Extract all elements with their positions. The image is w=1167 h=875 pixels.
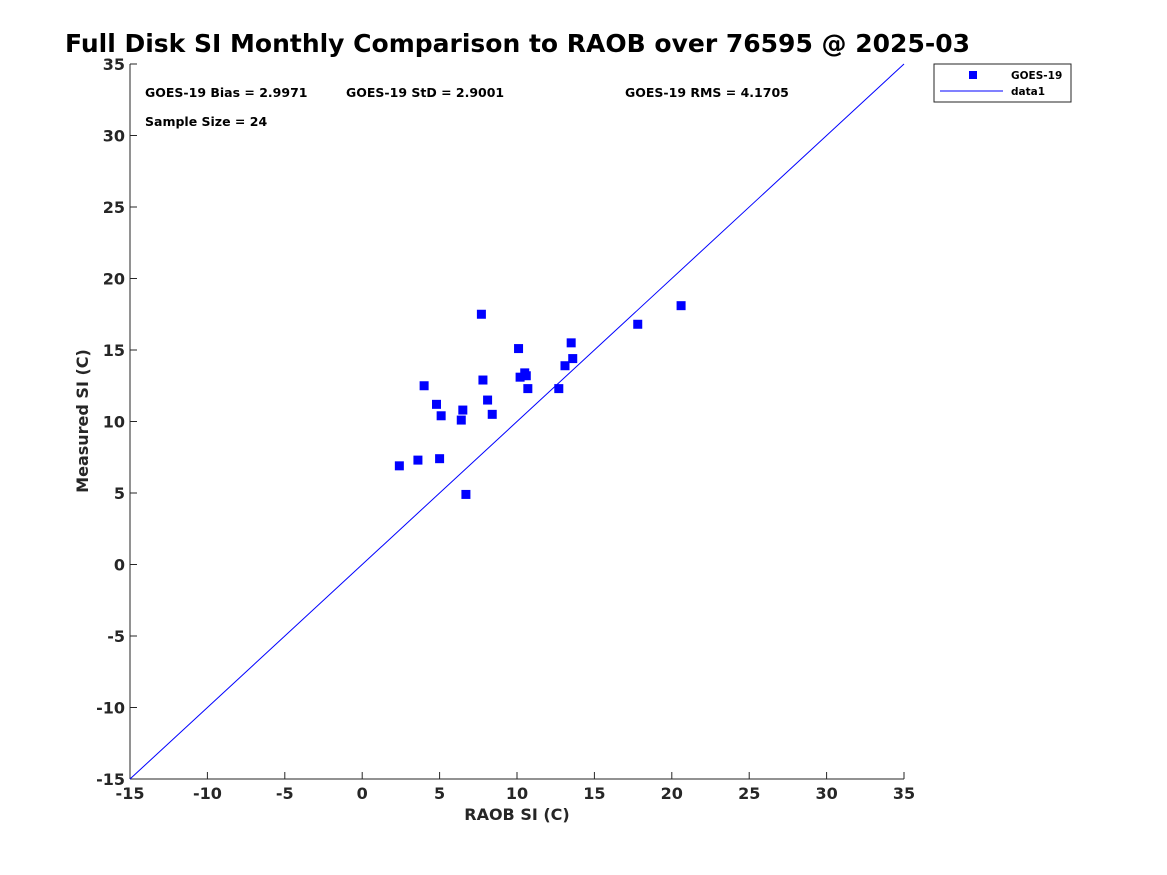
y-tick-label: 15 xyxy=(103,341,125,360)
x-ticks: -15 -10 -5 0 5 10 15 20 25 30 35 xyxy=(116,772,915,803)
data-point xyxy=(568,354,578,364)
x-tick-label: 15 xyxy=(583,784,605,803)
y-tick-label: -15 xyxy=(96,770,125,789)
x-tick-label: -5 xyxy=(276,784,294,803)
data-point xyxy=(432,399,442,409)
x-tick-label: 30 xyxy=(815,784,837,803)
rms-annotation: GOES-19 RMS = 4.1705 xyxy=(625,85,789,100)
series-layer xyxy=(129,63,905,780)
data-point xyxy=(483,395,493,405)
sample-size-annotation: Sample Size = 24 xyxy=(145,114,267,129)
y-tick-label: 0 xyxy=(114,556,125,575)
data-point xyxy=(554,384,564,394)
data-point xyxy=(676,301,686,311)
x-tick-label: 5 xyxy=(434,784,445,803)
legend-marker-goes19 xyxy=(969,71,977,79)
data-point xyxy=(514,344,524,354)
data-point xyxy=(521,371,531,381)
data-point xyxy=(435,454,445,464)
y-tick-label: -5 xyxy=(107,627,125,646)
data-point xyxy=(560,361,570,371)
data-point xyxy=(633,319,643,329)
y-tick-label: 35 xyxy=(103,55,125,74)
series-line-data1 xyxy=(129,63,905,780)
y-tick-label: 20 xyxy=(103,270,125,289)
data-point xyxy=(461,489,471,499)
data-point xyxy=(566,338,576,348)
legend: GOES-19 data1 xyxy=(933,63,1072,103)
legend-label-data1: data1 xyxy=(1011,86,1045,98)
data-point xyxy=(413,455,423,465)
data-point xyxy=(419,381,429,391)
y-tick-label: 30 xyxy=(103,127,125,146)
chart-title: Full Disk SI Monthly Comparison to RAOB … xyxy=(65,29,970,58)
y-ticks: -15 -10 -5 0 5 10 15 20 25 30 35 xyxy=(96,55,137,789)
legend-box xyxy=(933,63,1072,103)
y-axis-label: Measured SI (C) xyxy=(73,349,92,493)
y-tick-label: 5 xyxy=(114,484,125,503)
bias-annotation: GOES-19 Bias = 2.9971 xyxy=(145,85,307,100)
x-axis-label: RAOB SI (C) xyxy=(464,805,569,824)
y-tick-label: -10 xyxy=(96,699,125,718)
data-point xyxy=(436,411,446,421)
x-tick-label: 35 xyxy=(893,784,915,803)
x-tick-label: 25 xyxy=(738,784,760,803)
data-point xyxy=(394,461,404,471)
x-tick-label: -15 xyxy=(116,784,145,803)
x-tick-label: 10 xyxy=(506,784,528,803)
x-tick-label: 0 xyxy=(357,784,368,803)
data-point xyxy=(478,375,488,385)
data-point xyxy=(487,409,497,419)
data-point xyxy=(476,309,486,319)
x-tick-label: 20 xyxy=(661,784,683,803)
data-point xyxy=(515,372,525,382)
std-annotation: GOES-19 StD = 2.9001 xyxy=(346,85,504,100)
y-tick-label: 10 xyxy=(103,413,125,432)
x-tick-label: -10 xyxy=(193,784,222,803)
data-point xyxy=(456,415,466,425)
legend-label-goes19: GOES-19 xyxy=(1011,70,1062,82)
data-point xyxy=(458,405,468,415)
data-point xyxy=(523,384,533,394)
y-tick-label: 25 xyxy=(103,198,125,217)
